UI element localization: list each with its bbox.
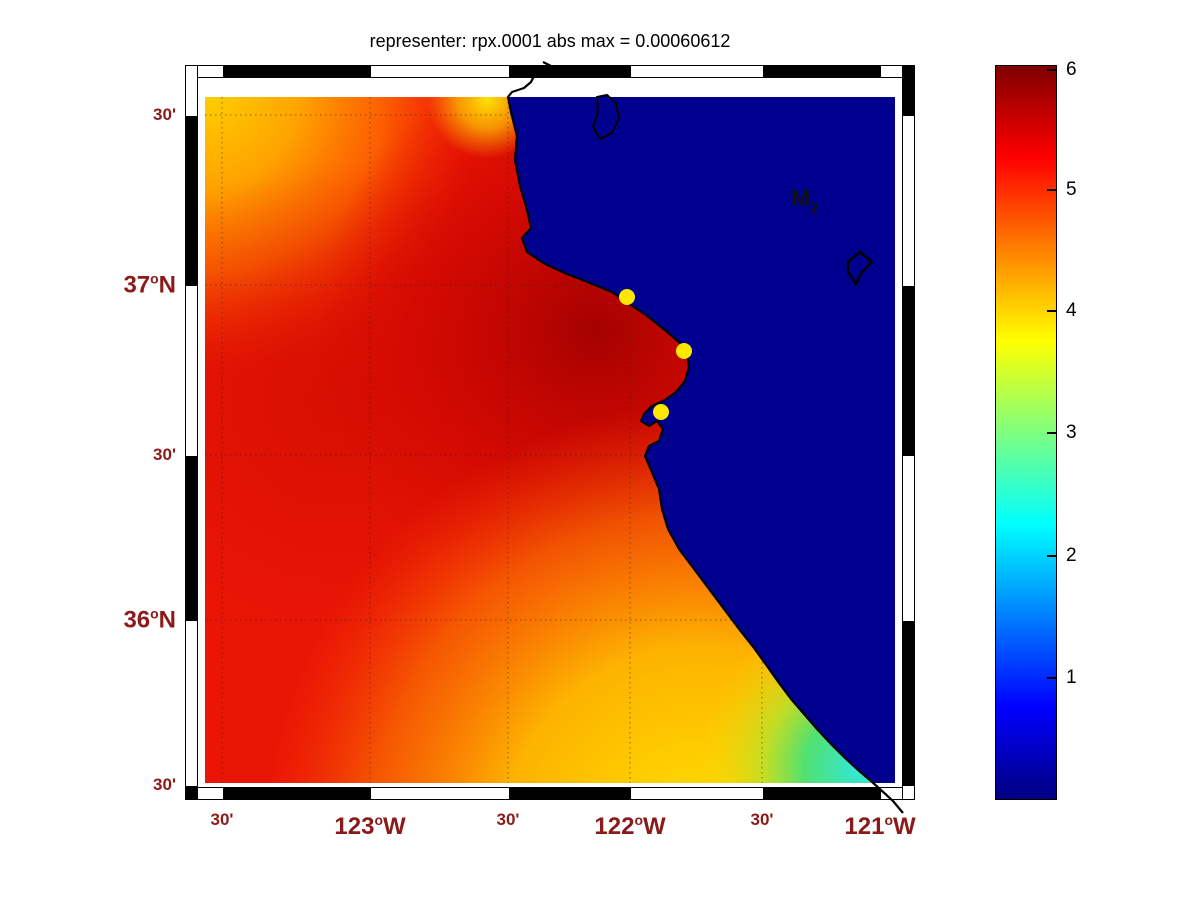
colorbar-label-6: 6 [1066, 59, 1077, 80]
map-frame-right [902, 65, 915, 800]
y-tick-36-30: 30' [153, 445, 176, 464]
station-marker [619, 289, 635, 305]
station-marker [676, 343, 692, 359]
x-tick-123-30: 30' [210, 810, 234, 829]
colorbar-tick [1047, 555, 1056, 557]
colorbar-label-1: 1 [1066, 667, 1077, 688]
land-mask [508, 97, 895, 783]
colorbar-label-2: 2 [1066, 545, 1077, 566]
colorbar-label-3: 3 [1066, 422, 1077, 443]
x-tick-121W: 121oW [844, 812, 916, 840]
y-tick-36N: 36oN [123, 605, 176, 634]
station-marker [653, 404, 669, 420]
colorbar-tick [1047, 189, 1056, 191]
y-tick-35-30: 30' [153, 775, 176, 794]
x-tick-122W: 122oW [594, 812, 666, 840]
colorbar [995, 65, 1057, 800]
y-tick-37-30: 30' [153, 105, 176, 124]
colorbar-tick [1047, 432, 1056, 434]
lake-outline [846, 250, 874, 287]
x-tick-123W: 123oW [334, 812, 406, 840]
m2-annotation: M2 [791, 185, 819, 217]
figure-title: representer: rpx.0001 abs max = 0.000606… [369, 31, 731, 51]
colorbar-tick [1047, 677, 1056, 679]
colorbar-tick [1047, 69, 1056, 71]
reservoir-outline [591, 93, 621, 141]
map-frame-left [185, 65, 198, 800]
colorbar-label-5: 5 [1066, 179, 1077, 200]
coastline [506, 61, 904, 814]
x-tick-121-30: 30' [750, 810, 774, 829]
x-tick-122-30: 30' [496, 810, 520, 829]
colorbar-label-4: 4 [1066, 300, 1077, 321]
colorbar-tick [1047, 310, 1056, 312]
y-tick-37N: 37oN [123, 270, 176, 299]
